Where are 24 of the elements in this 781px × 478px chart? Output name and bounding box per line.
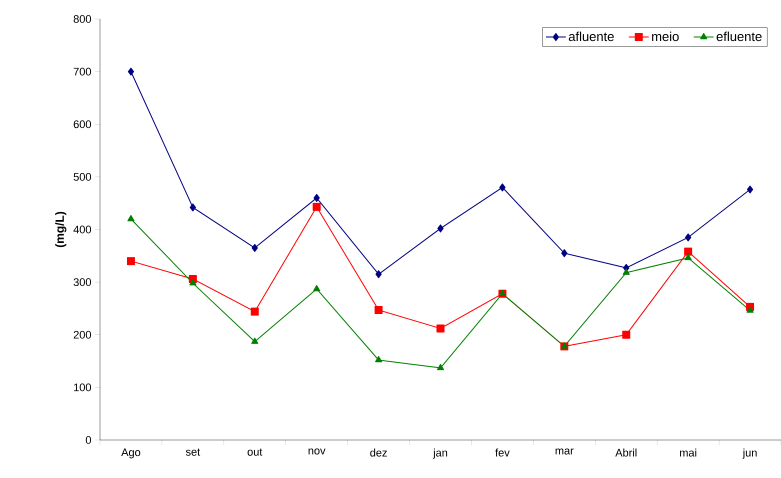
x-tick-label: fev bbox=[495, 448, 510, 457]
x-tick-label: out bbox=[248, 448, 262, 456]
legend-label: efluente bbox=[716, 32, 762, 42]
legend-label: afluente bbox=[568, 32, 614, 42]
x-tick-label: Ago bbox=[121, 448, 140, 458]
y-axis-title: (mg/L) bbox=[55, 212, 66, 248]
y-tick-label: 0 bbox=[86, 436, 92, 444]
x-tick-label: jan bbox=[432, 448, 448, 459]
x-tick-label: nov bbox=[308, 448, 326, 455]
y-tick-label: 200 bbox=[74, 330, 92, 339]
y-tick-label: 600 bbox=[74, 120, 92, 128]
y-tick-label: 700 bbox=[74, 68, 92, 76]
x-tick-label: Abril bbox=[615, 448, 636, 457]
legend-label: meio bbox=[652, 32, 679, 42]
x-tick-label: mar bbox=[556, 448, 574, 455]
x-tick-label: mai bbox=[680, 448, 696, 457]
x-tick-label: jun bbox=[742, 448, 757, 459]
y-tick-label: 100 bbox=[74, 384, 92, 392]
x-tick-label: dez bbox=[370, 448, 387, 457]
y-tick-label: 500 bbox=[74, 173, 92, 181]
y-tick-label: 300 bbox=[74, 278, 92, 286]
y-tick-label: 400 bbox=[73, 226, 92, 234]
x-tick-label: set bbox=[186, 448, 200, 456]
y-tick-label: 800 bbox=[74, 15, 92, 23]
